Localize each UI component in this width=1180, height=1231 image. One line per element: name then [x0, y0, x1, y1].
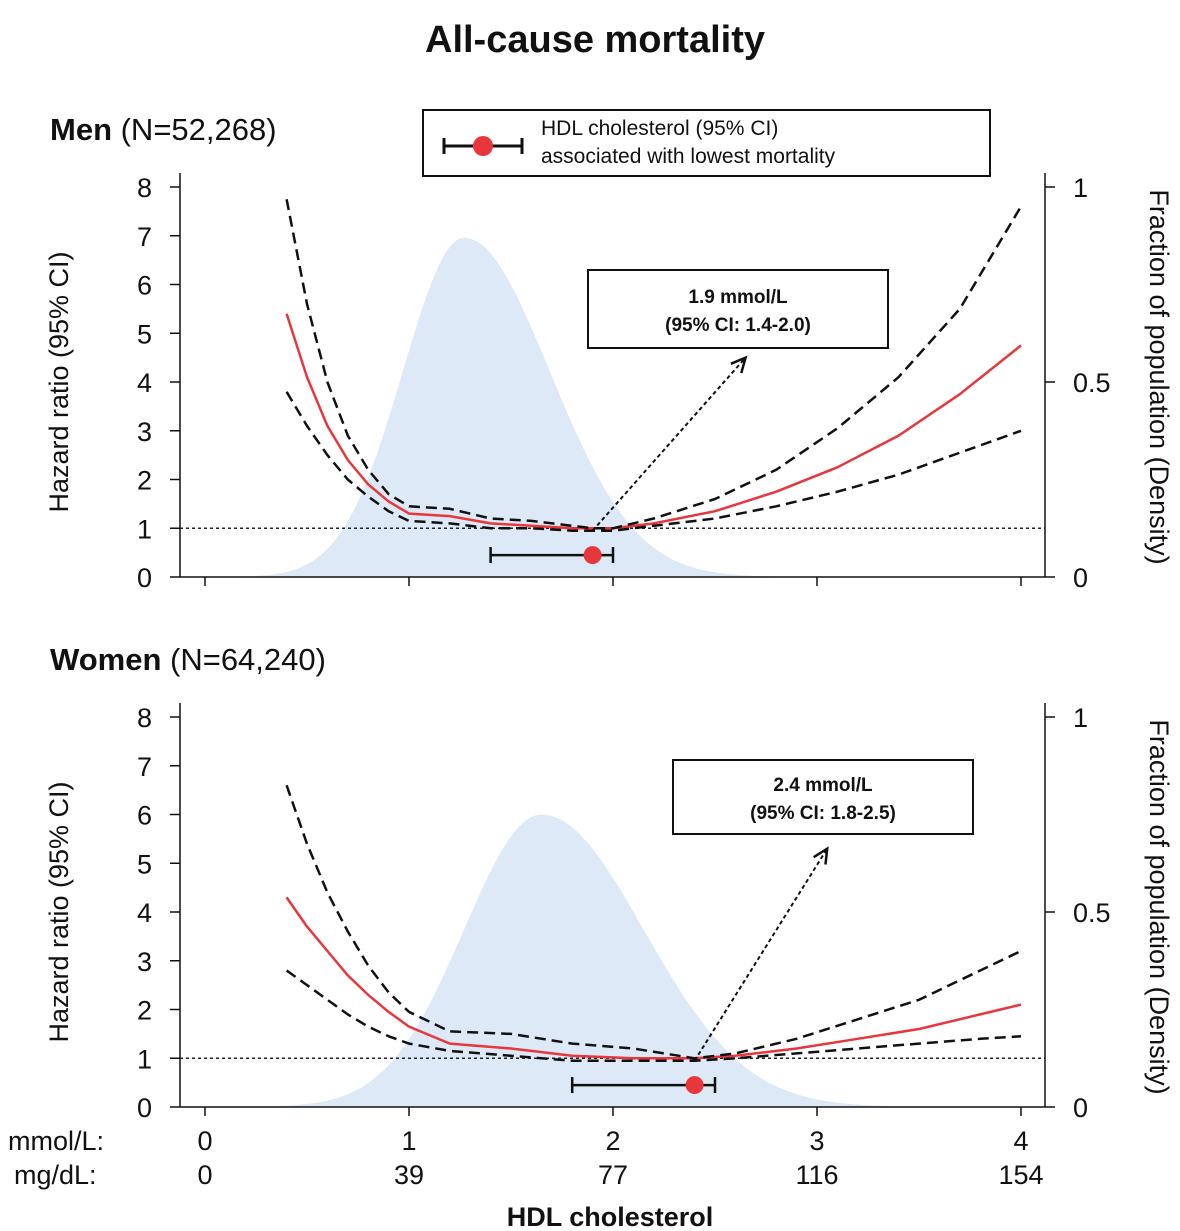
y-tick-label: 1 — [137, 514, 152, 544]
y-tick-label: 5 — [137, 849, 152, 879]
legend-frame — [422, 109, 991, 177]
annotation-line-2: (95% CI: 1.4-2.0) — [665, 315, 811, 336]
y-tick-label: 8 — [137, 703, 152, 733]
y-tick-label: 2 — [137, 466, 152, 496]
x-tick-label-mgdl: 154 — [998, 1160, 1043, 1190]
panel-title-n: (N=52,268) — [112, 112, 277, 147]
y-tick-label: 5 — [137, 319, 152, 349]
y-axis-label: Hazard ratio (95% CI) — [44, 251, 74, 512]
x-row-label-mgdl: mg/dL: — [14, 1160, 97, 1190]
panel-title-group: Women — [50, 642, 161, 677]
x-axis-labels: mmol/L: mg/dL: HDL cholesterol — [8, 1126, 713, 1231]
x-tick-label-mgdl: 0 — [197, 1160, 212, 1190]
panel-title: Women (N=64,240) — [50, 642, 326, 677]
density-area — [245, 237, 920, 578]
y2-tick-label: 1 — [1073, 703, 1088, 733]
x-tick-label-mmol: 1 — [401, 1126, 416, 1156]
y2-axis-label: Fraction of population (Density) — [1144, 719, 1174, 1094]
panel-title: Men (N=52,268) — [50, 112, 277, 147]
series-upper-ci — [285, 198, 1023, 530]
annotation-arrow — [693, 848, 829, 1062]
y2-tick-label: 0 — [1073, 563, 1088, 593]
figure-title: All-cause mortality — [425, 19, 765, 61]
annotation-arrowhead — [730, 355, 748, 374]
series-lower-ci — [285, 391, 1022, 532]
annotation-line-1: 1.9 mmol/L — [688, 287, 788, 308]
x-tick-label-mgdl: 116 — [795, 1160, 838, 1190]
y-tick-label: 3 — [137, 947, 152, 977]
annotation-arrow — [591, 356, 747, 532]
x-tick-label-mgdl: 39 — [394, 1160, 424, 1190]
x-tick-label-mmol: 4 — [1013, 1126, 1028, 1156]
panel-men: Men (N=52,268) 0 1 2 3 4 5 6 7 8 0 0.5 1 Hazard ratio… — [44, 112, 1174, 593]
legend-line-2: associated with lowest mortality — [541, 145, 836, 168]
series-estimate — [285, 896, 1022, 1060]
annotation-arrowhead — [812, 846, 829, 865]
series-upper-ci — [285, 784, 1022, 1060]
y2-tick-label: 0 — [1073, 1093, 1088, 1123]
annotation-line-1: 2.4 mmol/L — [773, 775, 873, 796]
annotation-line-2: (95% CI: 1.8-2.5) — [750, 803, 896, 824]
y-tick-label: 6 — [137, 801, 152, 831]
y-tick-label: 1 — [137, 1044, 152, 1074]
x-tick-label-mmol: 3 — [809, 1126, 824, 1156]
x-tick-label-mmol: 2 — [605, 1126, 620, 1156]
panel-title-n: (N=64,240) — [161, 642, 326, 677]
panel-title-group: Men — [50, 112, 112, 147]
y2-axis-label: Fraction of population (Density) — [1144, 189, 1174, 564]
y-tick-label: 7 — [137, 752, 152, 782]
y2-tick-label: 1 — [1073, 173, 1088, 203]
series-lower-ci — [285, 969, 1022, 1062]
x-row-label-mmol: mmol/L: — [8, 1126, 104, 1156]
legend-marker — [473, 136, 493, 156]
x-axis-title: HDL cholesterol — [507, 1202, 714, 1231]
y-tick-label: 4 — [137, 898, 152, 928]
y-tick-label: 4 — [137, 368, 152, 398]
x-tick-label-mgdl: 77 — [598, 1160, 628, 1190]
legend: HDL cholesterol (95% CI) associated with… — [422, 109, 991, 177]
annotation-box — [587, 269, 889, 349]
y-tick-label: 2 — [137, 996, 152, 1026]
density-area — [245, 814, 920, 1107]
legend-line-1: HDL cholesterol (95% CI) — [541, 117, 778, 140]
y-tick-label: 0 — [137, 1093, 152, 1123]
y-tick-label: 8 — [137, 173, 152, 203]
x-tick-label-mmol: 0 — [197, 1126, 212, 1156]
panel-women: Women (N=64,240) 0 1 2 3 4 5 6 7 8 0 0.5 1 0 0 1 39 2 77 3 1… — [44, 642, 1174, 1190]
optimum-marker — [583, 546, 602, 565]
y-tick-label: 0 — [137, 563, 152, 593]
optimum-marker — [685, 1076, 704, 1095]
y-tick-label: 6 — [137, 271, 152, 301]
series-estimate — [285, 313, 1022, 530]
y2-tick-label: 0.5 — [1073, 898, 1111, 928]
y2-tick-label: 0.5 — [1073, 368, 1111, 398]
y-tick-label: 3 — [137, 417, 152, 447]
annotation-box — [672, 759, 974, 835]
y-axis-label: Hazard ratio (95% CI) — [44, 781, 74, 1042]
y-tick-label: 7 — [137, 222, 152, 252]
